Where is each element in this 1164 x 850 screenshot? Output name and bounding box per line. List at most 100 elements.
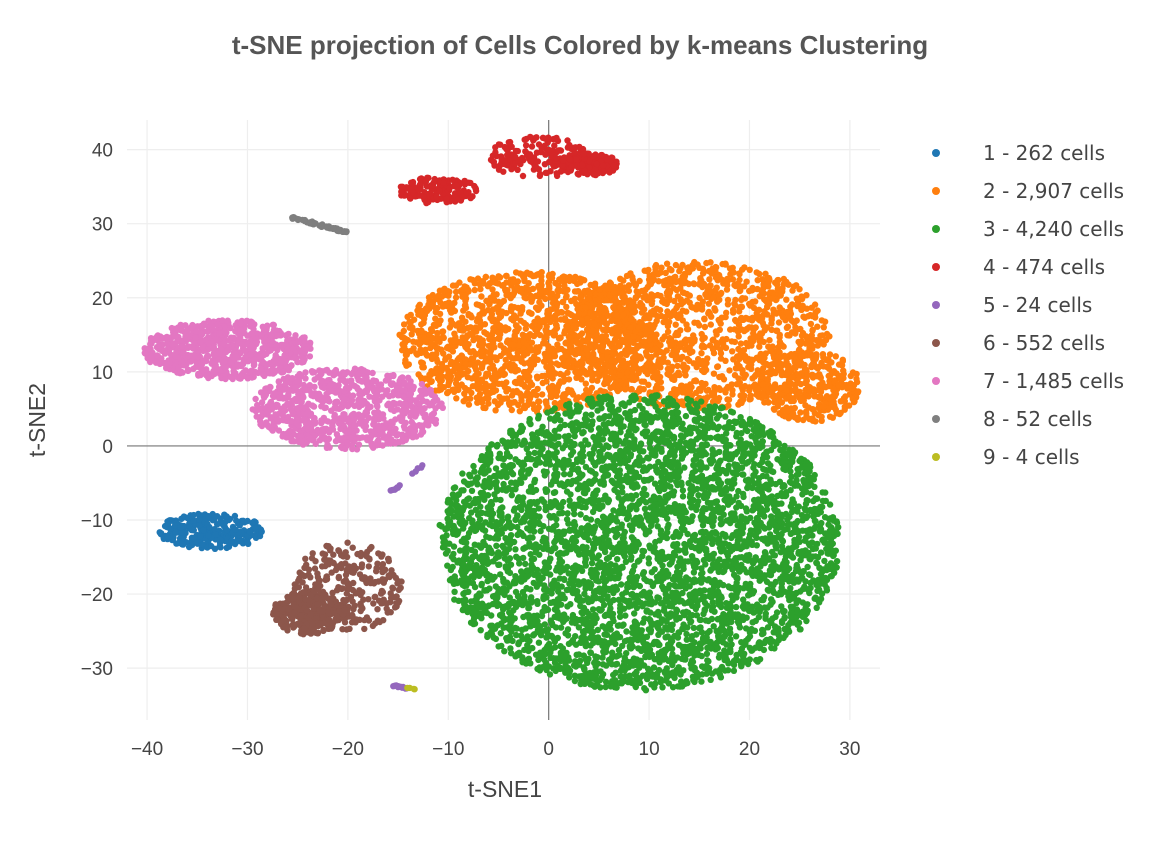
scatter-point <box>818 338 825 346</box>
scatter-point <box>217 536 224 543</box>
scatter-point <box>415 303 422 310</box>
scatter-point <box>795 359 802 366</box>
scatter-point <box>558 309 566 316</box>
scatter-point <box>401 344 408 351</box>
scatter-point <box>800 313 807 320</box>
scatter-point <box>473 318 481 325</box>
scatter-point <box>616 304 624 311</box>
scatter-point <box>480 404 487 411</box>
scatter-point <box>725 396 733 403</box>
scatter-point <box>706 310 713 317</box>
scatter-point <box>628 386 635 393</box>
scatter-point <box>631 361 639 369</box>
scatter-point <box>596 303 603 311</box>
scatter-point <box>475 393 483 400</box>
scatter-point <box>566 277 573 285</box>
scatter-point <box>223 526 231 534</box>
scatter-point <box>512 378 519 386</box>
scatter-point <box>410 338 417 345</box>
scatter-point <box>236 538 244 545</box>
scatter-point <box>551 327 558 335</box>
scatter-point <box>724 301 732 308</box>
scatter-point <box>465 401 473 408</box>
scatter-point <box>537 286 544 294</box>
scatter-point <box>704 355 711 362</box>
scatter-point <box>587 426 595 433</box>
scatter-point <box>715 385 723 392</box>
scatter-point <box>708 270 715 277</box>
scatter-point <box>502 356 509 364</box>
scatter-point <box>461 302 469 309</box>
scatter-point <box>640 386 647 393</box>
scatter-point <box>698 360 705 368</box>
scatter-point <box>724 383 732 391</box>
scatter-point <box>547 392 554 400</box>
scatter-point <box>508 367 515 374</box>
scatter-point <box>489 375 496 383</box>
scatter-point <box>572 325 579 332</box>
scatter-point <box>495 335 502 342</box>
scatter-point <box>652 263 659 270</box>
scatter-point <box>573 339 581 346</box>
scatter-point <box>418 359 425 366</box>
scatter-point <box>605 363 612 370</box>
scatter-point <box>765 399 772 406</box>
scatter-point <box>651 480 659 487</box>
scatter-point <box>526 395 534 402</box>
scatter-point <box>672 353 679 360</box>
scatter-point <box>486 335 493 343</box>
scatter-point <box>583 337 591 344</box>
scatter-point <box>673 606 680 613</box>
scatter-point <box>536 331 544 339</box>
scatter-point <box>739 386 746 394</box>
scatter-point <box>819 489 826 496</box>
scatter-point <box>672 278 680 286</box>
scatter-point <box>250 532 258 539</box>
scatter-point <box>569 389 576 396</box>
scatter-point <box>809 342 816 350</box>
scatter-point <box>765 278 772 285</box>
scatter-point <box>676 311 683 318</box>
scatter-point <box>407 318 415 326</box>
scatter-point <box>542 295 549 303</box>
scatter-point <box>690 332 697 339</box>
scatter-point <box>562 339 569 347</box>
scatter-point <box>461 342 469 349</box>
scatter-point <box>451 364 459 371</box>
scatter-point <box>672 273 679 281</box>
scatter-point <box>851 398 858 405</box>
scatter-point <box>667 313 674 320</box>
scatter-point <box>534 271 541 278</box>
scatter-point <box>582 380 589 387</box>
scatter-point <box>657 378 664 386</box>
scatter-point <box>674 293 682 300</box>
scatter-point <box>771 406 778 413</box>
scatter-point <box>768 644 775 652</box>
scatter-point <box>400 334 407 341</box>
scatter-point <box>557 370 564 378</box>
scatter-point <box>404 313 411 320</box>
scatter-point <box>768 295 776 302</box>
scatter-point <box>515 341 523 349</box>
scatter-point <box>190 511 197 519</box>
scatter-point <box>546 283 553 290</box>
scatter-point <box>451 386 458 393</box>
scatter-point <box>545 343 552 350</box>
scatter-point <box>543 315 551 322</box>
scatter-point <box>679 353 686 361</box>
scatter-point <box>434 338 441 345</box>
scatter-point <box>700 280 708 288</box>
scatter-point <box>614 652 621 660</box>
scatter-point <box>627 324 634 331</box>
scatter-point <box>533 392 540 399</box>
scatter-point <box>623 628 630 635</box>
scatter-point <box>781 352 788 359</box>
scatter-point <box>672 261 680 269</box>
scatter-point <box>789 352 796 359</box>
scatter-point <box>554 341 561 348</box>
scatter-point <box>764 303 771 310</box>
scatter-point <box>460 370 468 377</box>
scatter-point <box>641 315 648 322</box>
scatter-point <box>746 301 754 308</box>
scatter-point <box>610 289 618 296</box>
